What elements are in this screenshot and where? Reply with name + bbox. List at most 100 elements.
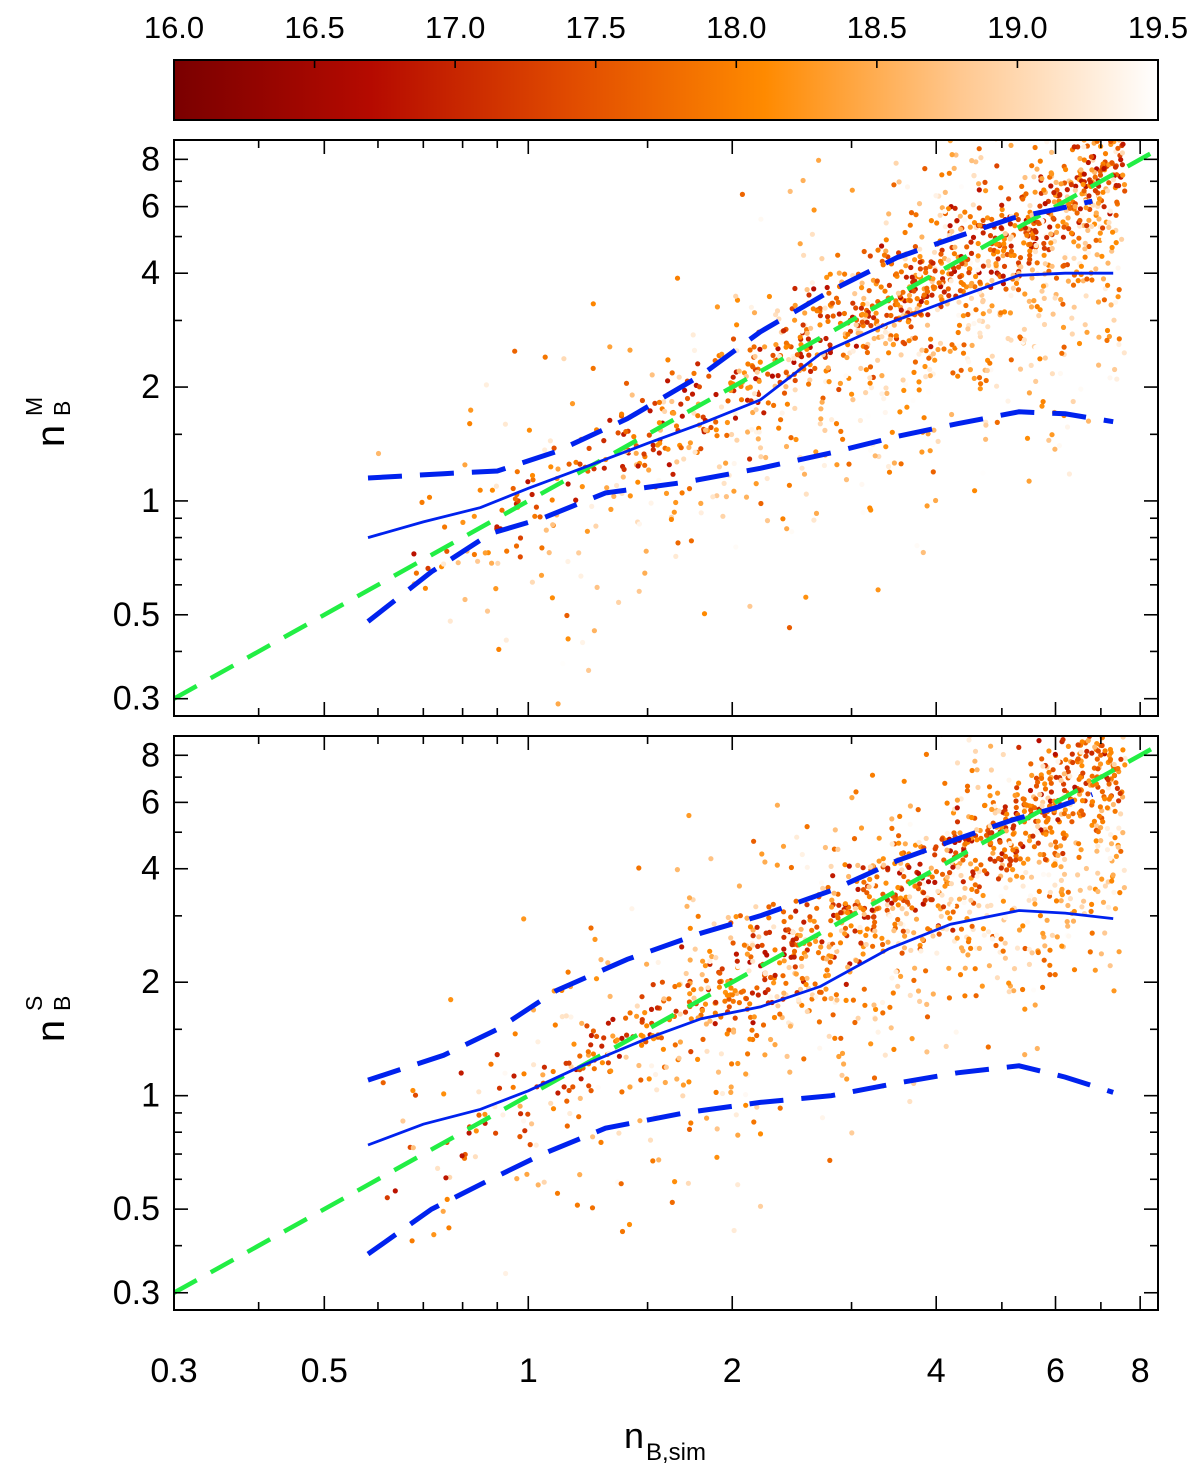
scatter-point xyxy=(724,419,731,426)
scatter-point xyxy=(860,887,867,893)
scatter-point xyxy=(409,1238,415,1244)
scatter-point xyxy=(1122,728,1127,733)
scatter-point xyxy=(902,841,908,847)
scatter-point xyxy=(1047,776,1053,782)
scatter-point xyxy=(976,181,982,187)
scatter-point xyxy=(1115,294,1121,300)
scatter-point xyxy=(946,293,952,299)
scatter-point xyxy=(1085,227,1091,233)
scatter-point xyxy=(868,385,875,391)
scatter-point xyxy=(1078,386,1084,392)
scatter-point xyxy=(619,1035,625,1041)
scatter-point xyxy=(1027,203,1033,209)
scatter-point xyxy=(1039,756,1045,762)
scatter-point xyxy=(685,1180,692,1186)
scatter-point xyxy=(774,308,781,314)
scatter-point xyxy=(1017,255,1024,261)
scatter-point xyxy=(1026,390,1032,396)
scatter-point xyxy=(747,347,753,353)
scatter-point xyxy=(1082,240,1088,246)
scatter-point xyxy=(524,1171,530,1177)
scatter-point xyxy=(442,524,448,530)
scatter-point xyxy=(1084,329,1090,335)
scatter-point xyxy=(1000,253,1006,259)
scatter-point xyxy=(1028,362,1034,368)
scatter-point xyxy=(974,767,980,773)
scatter-point xyxy=(879,373,885,379)
scatter-point xyxy=(881,252,888,258)
scatter-point xyxy=(730,940,736,946)
scatter-point xyxy=(969,280,975,286)
scatter-point xyxy=(447,618,453,624)
scatter-point xyxy=(1044,917,1050,923)
scatter-point xyxy=(879,391,885,397)
scatter-point xyxy=(608,1068,614,1074)
scatter-point xyxy=(873,310,879,316)
scatter-point xyxy=(448,997,454,1003)
scatter-point xyxy=(1021,860,1027,866)
scatter-point xyxy=(946,995,953,1001)
scatter-point xyxy=(826,290,832,296)
scatter-point xyxy=(1084,276,1090,282)
scatter-point xyxy=(859,280,865,286)
scatter-point xyxy=(963,302,969,309)
scatter-point xyxy=(729,431,735,438)
scatter-point xyxy=(565,969,571,975)
scatter-point xyxy=(963,673,968,678)
scatter-point xyxy=(1060,324,1067,330)
x-tick-label: 2 xyxy=(723,1352,742,1390)
scatter-point xyxy=(921,415,927,421)
scatter-point xyxy=(413,570,419,576)
scatter-point xyxy=(968,239,974,245)
scatter-point xyxy=(920,549,926,556)
scatter-point xyxy=(811,207,817,213)
scatter-point xyxy=(969,158,975,164)
scatter-point xyxy=(751,1119,757,1125)
scatter-point xyxy=(1075,243,1081,249)
scatter-point xyxy=(1008,252,1014,258)
colorbar-tick-label: 16.5 xyxy=(284,10,344,45)
scatter-point xyxy=(1066,201,1072,207)
scatter-point xyxy=(1054,124,1059,129)
scatter-point xyxy=(1104,847,1111,853)
scatter-point xyxy=(804,975,810,981)
scatter-point xyxy=(984,215,991,221)
scatter-point xyxy=(650,447,656,453)
scatter-point xyxy=(897,409,903,415)
scatter-point xyxy=(1057,683,1062,688)
scatter-point xyxy=(573,459,579,465)
scatter-point xyxy=(375,450,382,457)
scatter-point xyxy=(987,856,993,862)
scatter-point xyxy=(565,481,571,487)
scatter-point xyxy=(1115,145,1121,151)
scatter-point xyxy=(1086,778,1092,784)
scatter-point xyxy=(978,835,984,841)
scatter-point xyxy=(939,836,945,842)
scatter-point xyxy=(917,259,923,265)
scatter-point xyxy=(1060,831,1066,837)
scatter-point xyxy=(807,914,813,920)
scatter-point xyxy=(774,802,781,808)
scatter-point xyxy=(567,1110,573,1117)
scatter-point xyxy=(623,1054,629,1060)
scatter-point xyxy=(1102,748,1108,754)
scatter-point xyxy=(964,783,971,789)
scatter-point xyxy=(805,336,812,342)
scatter-point xyxy=(422,585,428,591)
scatter-point xyxy=(713,427,719,433)
scatter-point xyxy=(714,1126,720,1132)
scatter-point xyxy=(942,883,948,889)
scatter-point xyxy=(792,317,798,323)
scatter-point xyxy=(1014,873,1020,879)
scatter-point xyxy=(812,365,818,371)
scatter-point xyxy=(518,1111,524,1117)
scatter-point xyxy=(1105,260,1111,266)
scatter-point xyxy=(605,1060,612,1066)
scatter-point xyxy=(537,514,543,520)
scatter-point xyxy=(517,535,524,541)
scatter-point xyxy=(706,373,712,379)
scatter-point xyxy=(621,466,627,472)
scatter-point xyxy=(691,347,698,353)
scatter-point xyxy=(786,357,792,363)
scatter-point xyxy=(647,1137,654,1143)
